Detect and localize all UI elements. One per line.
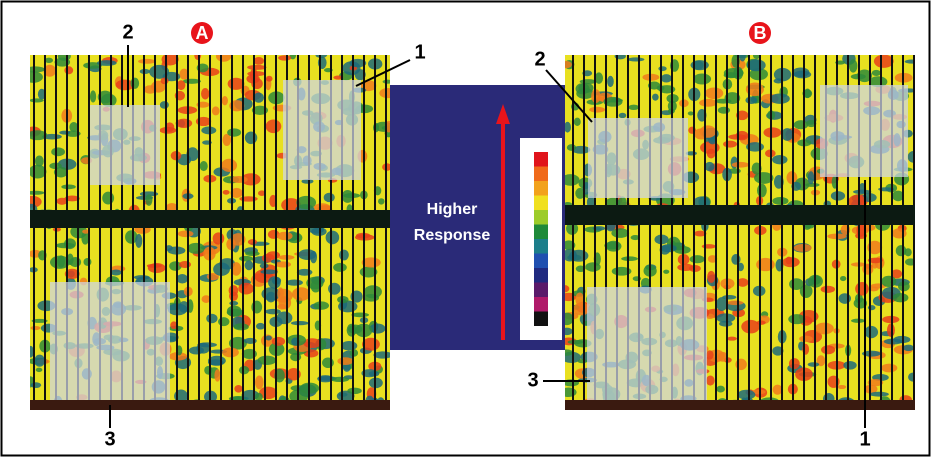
panel-label: B — [754, 23, 767, 43]
callout: 3 — [527, 369, 538, 391]
texture — [534, 210, 548, 225]
texture — [534, 196, 548, 211]
texture — [534, 225, 548, 240]
callout: 2 — [122, 21, 133, 43]
callout: 3 — [104, 428, 115, 450]
legend-line: Higher — [427, 201, 478, 218]
color-scale — [534, 152, 548, 326]
figure: Higher Response A B 2 1 3 2 3 1 — [0, 0, 931, 457]
texture — [534, 181, 548, 196]
texture — [534, 254, 548, 269]
legend-line: Response — [414, 227, 491, 244]
texture — [534, 239, 548, 254]
callout: 2 — [534, 48, 545, 70]
texture — [534, 167, 548, 182]
texture — [534, 152, 548, 167]
callout: 1 — [414, 41, 425, 63]
field-image-a — [23, 50, 396, 413]
texture — [534, 312, 548, 327]
texture — [534, 268, 548, 283]
field-image-b — [559, 50, 922, 417]
callout: 1 — [859, 428, 870, 450]
texture — [534, 297, 548, 312]
panel-label: A — [196, 23, 209, 43]
texture — [534, 283, 548, 298]
